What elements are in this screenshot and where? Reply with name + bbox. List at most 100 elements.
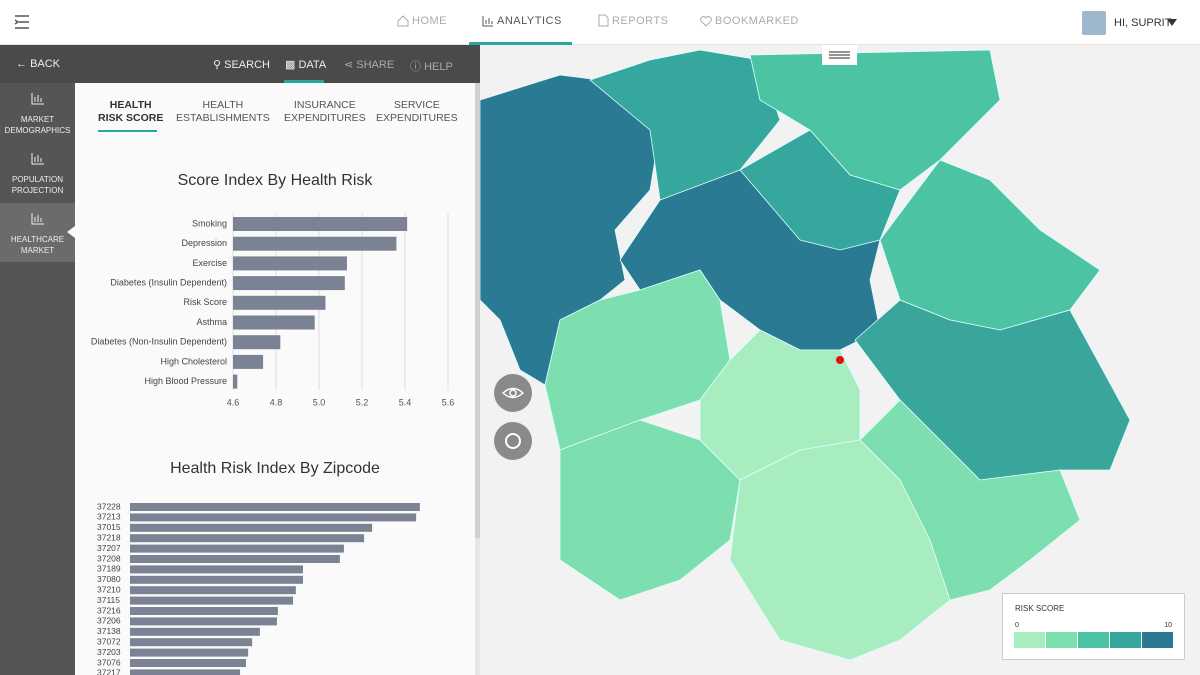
reports-icon [598,14,609,27]
side-item[interactable]: POPULATION PROJECTION [0,143,75,202]
side-item[interactable]: MARKET DEMOGRAPHICS [0,83,75,142]
bar [233,276,345,291]
x-tick-label: 5.0 [313,397,326,407]
active-underline [469,42,572,45]
y-tick-label: High Blood Pressure [144,376,227,386]
y-tick-label: 37115 [97,595,120,605]
charts: Score Index By Health Risk 4.6 4.8 5.0 5.2 5.… [91,172,455,675]
y-tick-label: 37208 [97,553,121,563]
subtab-line: SERVICE [393,99,440,111]
y-tick-label: High Cholesterol [160,356,227,366]
legend-title: RISK SCORE [1015,604,1065,613]
chart-title: Health Risk Index By Zipcode [170,460,380,477]
legend-swatch [1142,632,1173,648]
locate-button[interactable] [494,422,532,460]
location-pin[interactable] [836,356,844,364]
bar [233,354,264,369]
y-tick-label: 37080 [97,574,121,584]
side-line: DEMOGRAPHICS [4,126,71,135]
nav-analytics[interactable]: ANALYTICS [497,15,562,27]
y-tick-label: 37216 [97,605,121,615]
tab-search[interactable]: ⚲ SEARCH [213,59,270,71]
x-tick-label: 5.2 [356,397,369,407]
back-label: BACK [30,58,61,70]
side-line: PROJECTION [11,186,64,195]
subtab-line: EXPENDITURES [284,112,366,124]
y-tick-label: Diabetes (Insulin Dependent) [110,277,227,287]
bar [130,565,303,574]
legend: RISK SCORE 0 10 [1002,593,1185,660]
y-tick-label: 37207 [97,543,121,553]
back-button[interactable]: ← BACK [16,58,61,70]
tab-share[interactable]: ⋖ SHARE [344,59,395,71]
subtab[interactable]: INSURANCE EXPENDITURES [284,99,366,125]
tab-label: SHARE [356,59,395,71]
y-tick-label: 37015 [97,522,121,532]
legend-swatch [1078,632,1109,648]
bar [130,503,420,511]
legend-swatch [1014,632,1045,648]
legend-scale [1014,632,1173,648]
map [480,45,1200,675]
tab-label: SEARCH [224,59,270,71]
subtab[interactable]: SERVICE EXPENDITURES [376,99,458,125]
toolbar: ← BACK ⚲ SEARCH ▩ DATA ⋖ SHARE ⓘ HELP [0,45,480,83]
subtab-line: EXPENDITURES [376,112,458,124]
avatar[interactable] [1082,11,1106,35]
bar [130,555,340,563]
bar [130,638,253,647]
bar [233,315,315,330]
y-tick-label: 37213 [97,512,121,522]
y-tick-label: 37218 [97,532,121,542]
bar [130,607,278,615]
bar [130,534,365,543]
legend-min: 0 [1015,622,1019,629]
bar [233,236,397,251]
bar [130,669,241,675]
heart-icon [700,16,712,27]
menu-icon[interactable] [14,14,30,30]
x-tick-label: 5.6 [442,397,455,407]
y-tick-label: 37210 [97,584,121,594]
bar [130,523,373,532]
y-tick-label: 37217 [97,668,121,675]
nav-home[interactable]: HOME [412,15,447,27]
side-item-active[interactable]: HEALTHCARE MARKET [0,203,75,262]
tab-data[interactable]: ▩ DATA [285,59,327,71]
x-tick-label: 5.4 [399,397,412,407]
subtab-line: RISK SCORE [98,112,164,124]
subtab-line: HEALTH [202,99,244,111]
map-menu-icon [829,51,850,59]
nav-bookmarked[interactable]: BOOKMARKED [715,15,799,27]
tab-label: HELP [424,61,453,73]
subtab[interactable]: HEALTH ESTABLISHMENTS [176,99,270,125]
y-tick-label: 37076 [97,657,121,667]
user-name[interactable]: HI, SUPRIT [1114,17,1172,29]
bar [233,256,347,271]
y-tick-label: Exercise [192,258,227,268]
side-icons [31,93,75,238]
y-tick-label: Diabetes (Non-Insulin Dependent) [91,337,227,347]
side-line: POPULATION [12,175,63,184]
subtab-line: HEALTH [109,99,152,111]
bar [233,335,281,350]
scroll-thumb[interactable] [475,83,480,538]
tab-help[interactable]: ⓘ HELP [410,61,453,73]
y-tick-label: 37138 [97,626,121,636]
bar [130,659,246,667]
y-tick-label: Depression [181,238,227,248]
caret[interactable] [1167,19,1177,27]
home-icon [397,15,409,27]
legend-swatch [1110,632,1141,648]
bar [130,627,260,636]
nav-reports[interactable]: REPORTS [612,15,669,27]
side-line: MARKET [20,246,55,255]
bar [130,617,277,626]
legend-max: 10 [1164,622,1172,629]
locate-icon [505,433,521,449]
tab-label: DATA [298,59,327,71]
subtab-active[interactable]: HEALTH RISK SCORE [98,99,163,125]
eye-button[interactable] [494,374,532,412]
bar [233,374,238,389]
